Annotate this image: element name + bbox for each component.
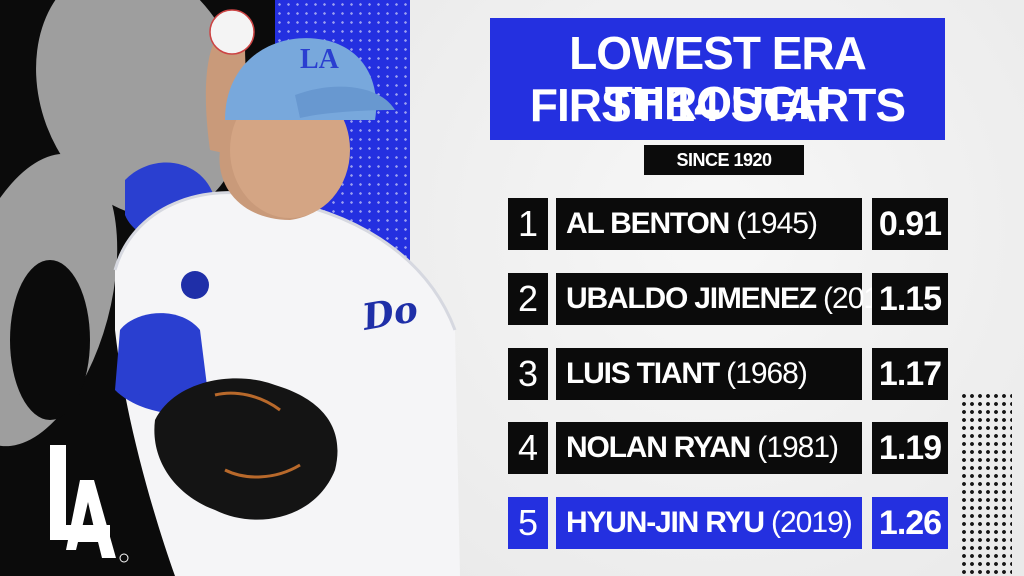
rank-cell: 3 bbox=[508, 348, 548, 400]
rank-cell: 2 bbox=[508, 273, 548, 325]
pitcher-name-cell: AL BENTON (1945) bbox=[556, 198, 862, 250]
title-line-2: FIRST 14 STARTS bbox=[529, 79, 906, 131]
title-banner: LOWEST ERA THROUGH FIRST 14 STARTS bbox=[490, 18, 945, 140]
era-cell: 1.19 bbox=[872, 422, 948, 474]
season-year: (2019) bbox=[770, 506, 853, 539]
pitcher-photo: LA Do bbox=[113, 9, 460, 576]
pitcher-name: AL BENTON bbox=[566, 207, 730, 240]
subtitle-badge: SINCE 1920 bbox=[644, 145, 804, 175]
era-cell: 1.26 bbox=[872, 497, 948, 549]
leaderboard-row: 3 LUIS TIANT (1968) 1.17 bbox=[508, 348, 948, 400]
title-line-1: LOWEST ERA THROUGH bbox=[569, 27, 867, 129]
pitcher-name-cell: NOLAN RYAN (1981) bbox=[556, 422, 862, 474]
gray-swirl-shape bbox=[10, 260, 90, 420]
rank-cell: 4 bbox=[508, 422, 548, 474]
rank-cell: 5 bbox=[508, 497, 548, 549]
la-logo bbox=[50, 445, 129, 563]
pitcher-name: LUIS TIANT bbox=[566, 357, 720, 390]
svg-text:LA: LA bbox=[300, 44, 340, 75]
pitcher-name: HYUN-JIN RYU bbox=[566, 506, 765, 539]
season-year: (1968) bbox=[726, 357, 808, 390]
pitcher-name: NOLAN RYAN bbox=[566, 431, 751, 464]
pitcher-name-cell: LUIS TIANT (1968) bbox=[556, 348, 862, 400]
leaderboard-row: 4 NOLAN RYAN (1981) 1.19 bbox=[508, 422, 948, 474]
era-cell: 1.15 bbox=[872, 273, 948, 325]
season-year: (1981) bbox=[757, 431, 839, 464]
leaderboard-row-highlighted: 5 HYUN-JIN RYU (2019) 1.26 bbox=[508, 497, 948, 549]
svg-text:Do: Do bbox=[358, 288, 421, 339]
halftone-dots-decoration bbox=[960, 392, 1012, 576]
era-cell: 1.17 bbox=[872, 348, 948, 400]
pitcher-name: UBALDO JIMENEZ bbox=[566, 282, 817, 315]
pitcher-name-cell: HYUN-JIN RYU (2019) bbox=[556, 497, 862, 549]
pitcher-name-cell: UBALDO JIMENEZ (2010) bbox=[556, 273, 905, 325]
leaderboard-row: 2 UBALDO JIMENEZ (2010) 1.15 bbox=[508, 273, 948, 325]
leaderboard-row: 1 AL BENTON (1945) 0.91 bbox=[508, 198, 948, 250]
season-year: (1945) bbox=[736, 207, 818, 240]
era-cell: 0.91 bbox=[872, 198, 948, 250]
rank-cell: 1 bbox=[508, 198, 548, 250]
